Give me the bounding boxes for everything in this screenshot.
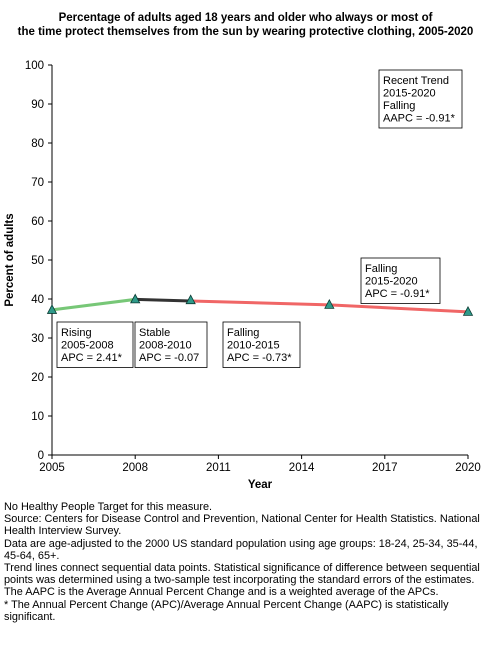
chart-title-line-1: Percentage of adults aged 18 years and o…	[58, 12, 433, 24]
x-axis-label: Year	[248, 479, 273, 491]
trend-label-falling-2010-text: 2010-2015	[227, 340, 280, 352]
trend-label-rising-text: APC = 2.41*	[61, 352, 123, 364]
footnote: * The Annual Percent Change (APC)/Averag…	[4, 598, 449, 623]
axes: 0 10 20 30 40 50 60 70 80 90 100 2005 2008 2011 2014 20…	[4, 60, 481, 491]
footnote: Trend lines connect sequential data poin…	[4, 562, 480, 587]
x-tick-label: 2008	[122, 462, 148, 474]
trend-label-stable-box	[134, 321, 208, 368]
y-tick-label: 60	[31, 216, 44, 228]
chart-title-line-2: the time protect themselves from the sun…	[17, 26, 474, 38]
y-tick-label: 70	[31, 177, 44, 189]
x-tick-label: 2011	[206, 462, 231, 474]
trend-label-falling-2015-text: Falling	[365, 263, 397, 275]
x-tick-label: 2014	[289, 462, 315, 474]
trend-segment	[327, 303, 470, 314]
footnote: Source: Centers for Disease Control and …	[4, 513, 480, 538]
trend-label-stable-text: APC = -0.07	[139, 352, 199, 364]
x-tick-label: 2005	[39, 462, 65, 474]
trend-label-stable-text: Stable	[139, 327, 170, 339]
line-chart: 0 10 20 30 40 50 60 70 80 90 100 2005 2008 2011 2014 20…	[4, 60, 481, 491]
x-tick-label: 2020	[455, 462, 481, 474]
recent-trend-text: Falling	[383, 100, 415, 112]
data-point	[462, 306, 474, 316]
y-tick-label: 100	[25, 60, 44, 72]
trend-segment	[133, 297, 193, 303]
trend-label-falling-2015-text: APC = -0.91*	[365, 288, 430, 300]
trend-label-rising-text: 2005-2008	[61, 340, 114, 352]
trend-lines	[50, 297, 470, 314]
footnote: The AAPC is the Average Annual Percent C…	[4, 586, 439, 599]
y-tick-label: 90	[31, 99, 44, 111]
trend-label-stable-text: 2008-2010	[139, 340, 192, 352]
data-point	[46, 304, 58, 314]
data-point	[185, 294, 196, 305]
y-axis-label: Percent of adults	[4, 213, 16, 306]
y-tick-label: 0	[38, 450, 44, 462]
data-point	[324, 298, 335, 309]
y-tick-label: 10	[31, 411, 44, 423]
y-tick-label: 50	[31, 255, 44, 267]
trend-label-rising-box	[56, 321, 134, 368]
trend-label-falling-2010-text: APC = -0.73*	[227, 352, 292, 364]
y-tick-label: 80	[31, 138, 44, 150]
x-tick-label: 2017	[372, 462, 398, 474]
y-tick-label: 20	[31, 372, 44, 384]
trend-label-falling-2010-box	[222, 321, 301, 368]
data-point	[130, 293, 141, 304]
trend-label-falling-2015-text: 2015-2020	[365, 276, 418, 288]
y-tick-label: 30	[31, 333, 44, 345]
trend-label-falling-2015-box	[360, 257, 441, 304]
data-markers	[46, 293, 474, 316]
recent-trend-text: AAPC = -0.91*	[383, 113, 456, 125]
y-tick-label: 40	[31, 294, 44, 306]
footnote: Data are age-adjusted to the 2000 US sta…	[4, 537, 478, 562]
footnotes: No Healthy People Target for this measur…	[4, 501, 489, 623]
recent-trend-text: Recent Trend	[383, 75, 449, 87]
recent-trend-box	[378, 69, 463, 129]
chart-title: Percentage of adults aged 18 years and o…	[0, 11, 491, 39]
trend-label-falling-2010-text: Falling	[227, 327, 259, 339]
recent-trend-text: 2015-2020	[383, 88, 436, 100]
trend-segment	[50, 297, 137, 312]
trend-segment	[189, 299, 331, 307]
trend-label-rising-text: Rising	[61, 327, 92, 339]
footnote: No Healthy People Target for this measur…	[4, 501, 213, 513]
